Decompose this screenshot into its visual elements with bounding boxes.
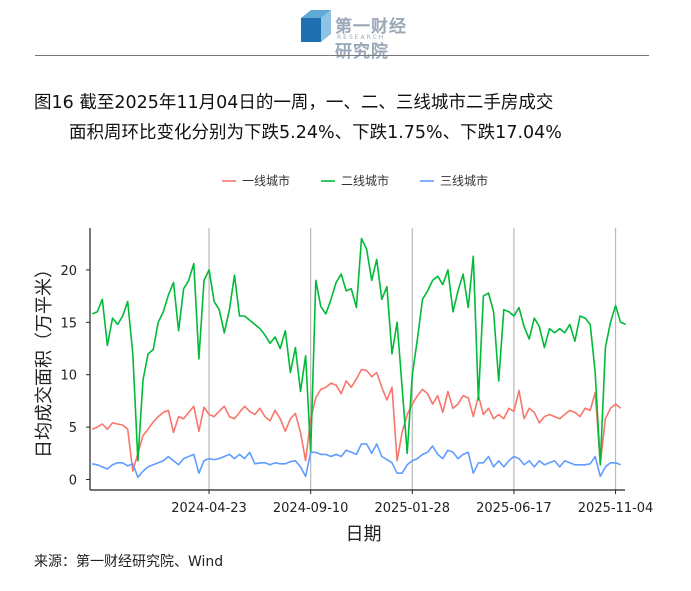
header-divider	[35, 55, 649, 56]
figure-title-line2: 面积周环比变化分别为下跌5.24%、下跌1.75%、下跌17.04%	[69, 123, 562, 143]
y-tick-label-0: 0	[69, 474, 77, 489]
legend-label-3: 三线城市	[440, 173, 488, 188]
figure-title-line1: 图16 截至2025年11月04日的一周，一、二、三线城市二手房成交	[34, 93, 554, 113]
x-tick-label-1: 2024-09-10	[273, 501, 349, 516]
x-tick-label-4: 2025-11-04	[578, 501, 654, 516]
y-tick-label-2: 10	[60, 369, 77, 384]
series-line-2	[91, 237, 627, 466]
y-axis-title: 日均成交面积（万平米）	[34, 260, 55, 458]
y-tick-label-3: 15	[60, 316, 77, 331]
y-tick-label-4: 20	[60, 264, 77, 279]
x-tick-label-2: 2025-01-28	[375, 501, 451, 516]
x-axis-title: 日期	[346, 524, 382, 545]
series-line-3	[92, 443, 621, 479]
x-tick-label-3: 2025-06-17	[476, 501, 552, 516]
series-line-1	[91, 368, 622, 472]
logo-icon	[301, 10, 331, 42]
source-note: 来源：第一财经研究院、Wind	[34, 554, 224, 570]
x-tick-label-0: 2024-04-23	[171, 501, 247, 516]
logo: 第一财经研究院 RESEARCH	[297, 6, 407, 62]
y-tick-label-1: 5	[69, 421, 77, 436]
brand-name: 第一财经研究院	[335, 17, 407, 62]
legend-label-2: 二线城市	[341, 173, 389, 188]
brand-subtitle: RESEARCH	[337, 34, 386, 41]
legend-label-1: 一线城市	[242, 173, 290, 188]
